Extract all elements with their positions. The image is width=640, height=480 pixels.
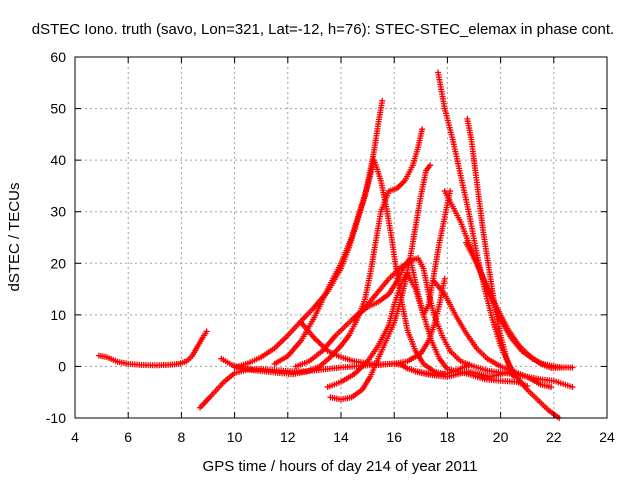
y-tick-label: 40: [50, 152, 66, 168]
x-tick-label: 20: [493, 429, 509, 445]
x-tick-label: 22: [546, 429, 562, 445]
x-tick-label: 4: [71, 429, 79, 445]
x-axis-label: GPS time / hours of day 214 of year 2011: [203, 458, 478, 475]
x-tick-label: 12: [280, 429, 296, 445]
data-point: [569, 364, 576, 371]
data-series: [271, 157, 448, 378]
data-marks: [95, 69, 576, 421]
x-tick-label: 8: [178, 429, 186, 445]
data-point: [441, 275, 448, 282]
x-tick-label: 18: [440, 429, 456, 445]
data-series: [412, 368, 515, 380]
data-series: [95, 328, 210, 369]
x-tick-label: 14: [333, 429, 349, 445]
axes: 4 6 8 10 12 14 16 18 20 22 24 -10 0 10 20 30 40 50 60: [46, 49, 615, 445]
data-point: [419, 126, 426, 133]
data-point: [203, 328, 210, 335]
y-tick-label: 0: [58, 358, 66, 374]
data-series: [431, 278, 555, 391]
data-point: [569, 384, 576, 391]
y-tick-label: 10: [50, 307, 66, 323]
data-point: [548, 384, 555, 391]
data-point: [447, 188, 454, 195]
y-tick-label: 60: [50, 49, 66, 65]
data-point: [508, 368, 515, 375]
data-series: [298, 275, 448, 368]
data-series: [324, 270, 531, 391]
y-tick-label: -10: [46, 410, 66, 426]
x-tick-label: 24: [599, 429, 615, 445]
data-series: [218, 126, 426, 378]
y-axis-label: dSTEC / TECUs: [6, 183, 23, 292]
x-tick-label: 10: [227, 429, 243, 445]
y-tick-label: 30: [50, 204, 66, 220]
data-series: [464, 115, 517, 380]
data-point: [427, 162, 434, 169]
x-tick-label: 16: [386, 429, 402, 445]
data-series: [231, 97, 386, 371]
y-tick-label: 20: [50, 255, 66, 271]
data-point: [558, 364, 565, 371]
y-tick-label: 50: [50, 101, 66, 117]
data-point: [510, 373, 517, 380]
data-point: [379, 97, 386, 104]
x-tick-label: 6: [124, 429, 132, 445]
chart-title: dSTEC Iono. truth (savo, Lon=321, Lat=-1…: [32, 21, 614, 38]
